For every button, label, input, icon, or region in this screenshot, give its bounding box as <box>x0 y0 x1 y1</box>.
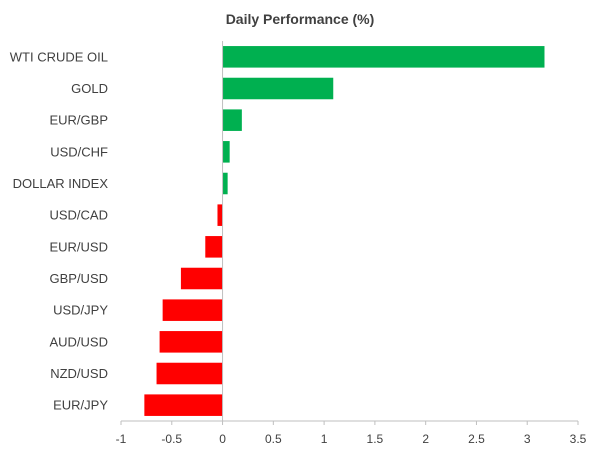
x-tick-label: 2.5 <box>468 432 485 446</box>
bar-aud-usd <box>159 331 223 353</box>
category-label-eur-jpy: EUR/JPY <box>53 398 108 413</box>
x-tick-label: 3.5 <box>570 432 587 446</box>
bar-usd-cad <box>217 204 223 226</box>
category-label-wti-crude-oil: WTI CRUDE OIL <box>10 49 108 64</box>
x-tick-label: -1 <box>116 432 127 446</box>
category-label-dollar-index: DOLLAR INDEX <box>13 176 109 191</box>
x-tick-label: 0 <box>219 432 226 446</box>
bar-gold <box>222 77 334 100</box>
x-tick-label: 2 <box>422 432 429 446</box>
bar-eur-usd <box>205 236 223 258</box>
category-label-eur-usd: EUR/USD <box>49 239 108 254</box>
x-tick-label: 1.5 <box>367 432 384 446</box>
bar-nzd-usd <box>156 362 223 385</box>
bar-usd-chf <box>222 141 230 163</box>
bar-eur-gbp <box>222 109 242 131</box>
category-label-gold: GOLD <box>71 81 108 96</box>
category-label-usd-jpy: USD/JPY <box>53 303 108 318</box>
category-label-gbp-usd: GBP/USD <box>49 271 108 286</box>
bar-wti-crude-oil <box>222 46 545 68</box>
category-label-nzd-usd: NZD/USD <box>50 366 108 381</box>
x-tick-label: 1 <box>321 432 328 446</box>
category-label-usd-cad: USD/CAD <box>49 208 108 223</box>
category-label-eur-gbp: EUR/GBP <box>49 113 108 128</box>
bar-usd-jpy <box>162 299 223 321</box>
x-tick-label: 0.5 <box>265 432 282 446</box>
category-label-usd-chf: USD/CHF <box>50 144 108 159</box>
category-labels: WTI CRUDE OIL GOLD EUR/GBP USD/CHF DOLLAR IN… <box>10 49 109 412</box>
bar-eur-jpy <box>144 394 223 416</box>
x-tick-label: 3 <box>524 432 531 446</box>
bar-dollar-index <box>222 172 228 195</box>
bar-gbp-usd <box>180 267 223 290</box>
category-label-aud-usd: AUD/USD <box>49 334 108 349</box>
bars-group <box>144 46 545 416</box>
x-tick-labels: -1 -0.5 0 0.5 1 1.5 2 2.5 3 3.5 <box>116 421 587 446</box>
chart-title: Daily Performance (%) <box>226 11 375 27</box>
x-tick-label: -0.5 <box>161 432 182 446</box>
